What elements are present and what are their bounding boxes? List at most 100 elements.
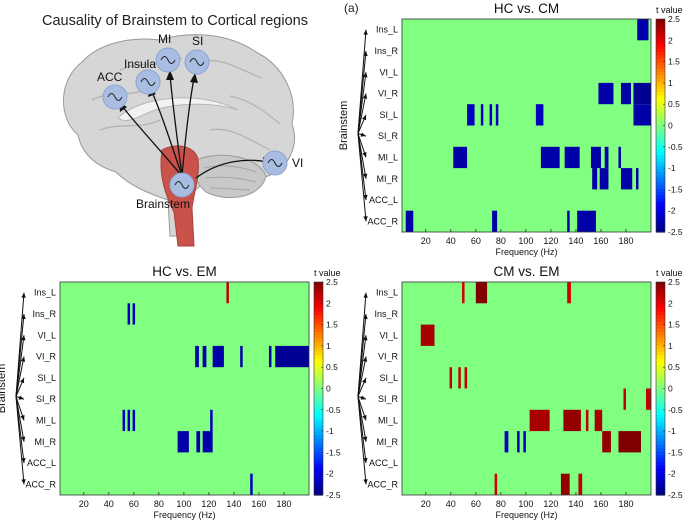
heatmap-cell <box>212 345 224 368</box>
colorbar-segment <box>314 345 323 350</box>
colorbar-segment <box>656 395 665 400</box>
colorbar-segment <box>656 461 665 466</box>
colorbar-segment <box>314 448 323 453</box>
heatmap-cell <box>592 168 598 190</box>
colorbar-segment <box>656 328 665 333</box>
colorbar-tick-label: 2 <box>326 298 331 308</box>
label-brainstem: Brainstem <box>136 197 190 211</box>
colorbar-segment <box>656 32 665 37</box>
colorbar-segment <box>656 72 665 77</box>
colorbar-segment <box>314 421 323 426</box>
colorbar-segment <box>656 88 665 93</box>
row-arrowhead <box>363 479 368 485</box>
x-tick-label: 120 <box>543 499 558 509</box>
colorbar-segment <box>656 415 665 420</box>
colorbar-segment <box>656 421 665 426</box>
row-arrow <box>15 356 25 397</box>
heatmap-cell <box>467 104 475 126</box>
colorbar-segment <box>656 115 665 120</box>
colorbar-segment <box>656 185 665 190</box>
y-axis-label: Brainstem <box>338 101 350 151</box>
label-insula: Insula <box>124 57 156 71</box>
row-arrowhead <box>21 313 26 320</box>
row-arrowhead <box>363 50 368 57</box>
colorbar-segment <box>314 351 323 356</box>
colorbar-segment <box>656 388 665 393</box>
colorbar-segment <box>656 315 665 320</box>
row-label: MI_L <box>378 415 398 425</box>
heatmap-cell <box>567 210 570 232</box>
heatmap-cell <box>464 367 468 389</box>
heatmap-cell <box>132 409 136 432</box>
colorbar-segment <box>656 19 665 23</box>
colorbar-tick-label: -2.5 <box>326 490 341 500</box>
row-label: MI_L <box>36 415 56 425</box>
colorbar-segment <box>314 355 323 360</box>
colorbar-segment <box>656 222 665 226</box>
colorbar-segment <box>656 75 665 80</box>
colorbar-segment <box>656 218 665 223</box>
colorbar-segment <box>314 368 323 373</box>
colorbar-segment <box>656 28 665 33</box>
colorbar-segment <box>656 155 665 160</box>
colorbar-tick-label: -1.5 <box>668 447 683 457</box>
colorbar-segment <box>314 338 323 343</box>
heatmap-cell <box>529 409 550 432</box>
colorbar-segment <box>656 361 665 366</box>
heatmap-cell <box>618 146 621 169</box>
row-label: SI_L <box>379 373 398 383</box>
row-label: ACC_R <box>367 216 398 226</box>
row-label: Ins_R <box>374 46 398 56</box>
colorbar-segment <box>314 371 323 376</box>
colorbar-segment <box>314 282 323 286</box>
plot-frame <box>59 281 310 496</box>
colorbar-segment <box>656 465 665 469</box>
colorbar-segment <box>656 215 665 220</box>
row-label: MI_R <box>376 174 398 184</box>
heatmap-cell <box>122 409 126 432</box>
colorbar-segment <box>314 465 323 469</box>
colorbar-tick-label: 0.5 <box>326 362 338 372</box>
heatmap-cell <box>449 367 453 389</box>
colorbar-segment <box>314 375 323 380</box>
colorbar-segment <box>314 318 323 323</box>
colorbar-segment <box>656 438 665 443</box>
colorbar-segment <box>314 365 323 370</box>
heatmap-cell <box>240 345 243 368</box>
colorbar-segment <box>656 78 665 83</box>
heatmap-cell <box>127 303 131 325</box>
colorbar-tick-label: -0.5 <box>668 142 683 152</box>
colorbar-segment <box>314 451 323 456</box>
colorbar-segment <box>656 112 665 117</box>
arrowhead-si <box>190 73 198 83</box>
wave-icon-insula <box>140 78 156 86</box>
heatmap-cell <box>620 168 633 190</box>
colorbar-segment <box>314 348 323 353</box>
heatmap-cell <box>132 303 136 325</box>
row-label: VI_L <box>379 330 398 340</box>
colorbar-segment <box>656 25 665 30</box>
heatmap-cell <box>492 210 498 232</box>
row-arrow <box>15 335 25 397</box>
colorbar-segment <box>314 325 323 330</box>
colorbar-segment <box>656 331 665 336</box>
arrow-to-acc <box>121 105 183 177</box>
row-arrowhead <box>363 457 368 464</box>
row-label: Ins_L <box>376 25 398 35</box>
colorbar-segment <box>656 471 665 476</box>
colorbar-segment <box>314 471 323 476</box>
colorbar-segment <box>656 228 665 233</box>
heatmap-cell <box>494 473 498 495</box>
colorbar-segment <box>314 378 323 383</box>
colorbar-segment <box>314 331 323 336</box>
colorbar-segment <box>314 475 323 479</box>
chart-title: CM vs. EM <box>494 264 560 279</box>
x-tick-label: 60 <box>471 499 481 509</box>
colorbar-segment <box>314 341 323 346</box>
x-tick-label: 180 <box>618 236 633 246</box>
colorbar-segment <box>656 375 665 380</box>
row-arrowhead <box>18 395 24 400</box>
heatmap-cell <box>604 146 609 169</box>
colorbar-tick-label: 2 <box>668 35 673 45</box>
